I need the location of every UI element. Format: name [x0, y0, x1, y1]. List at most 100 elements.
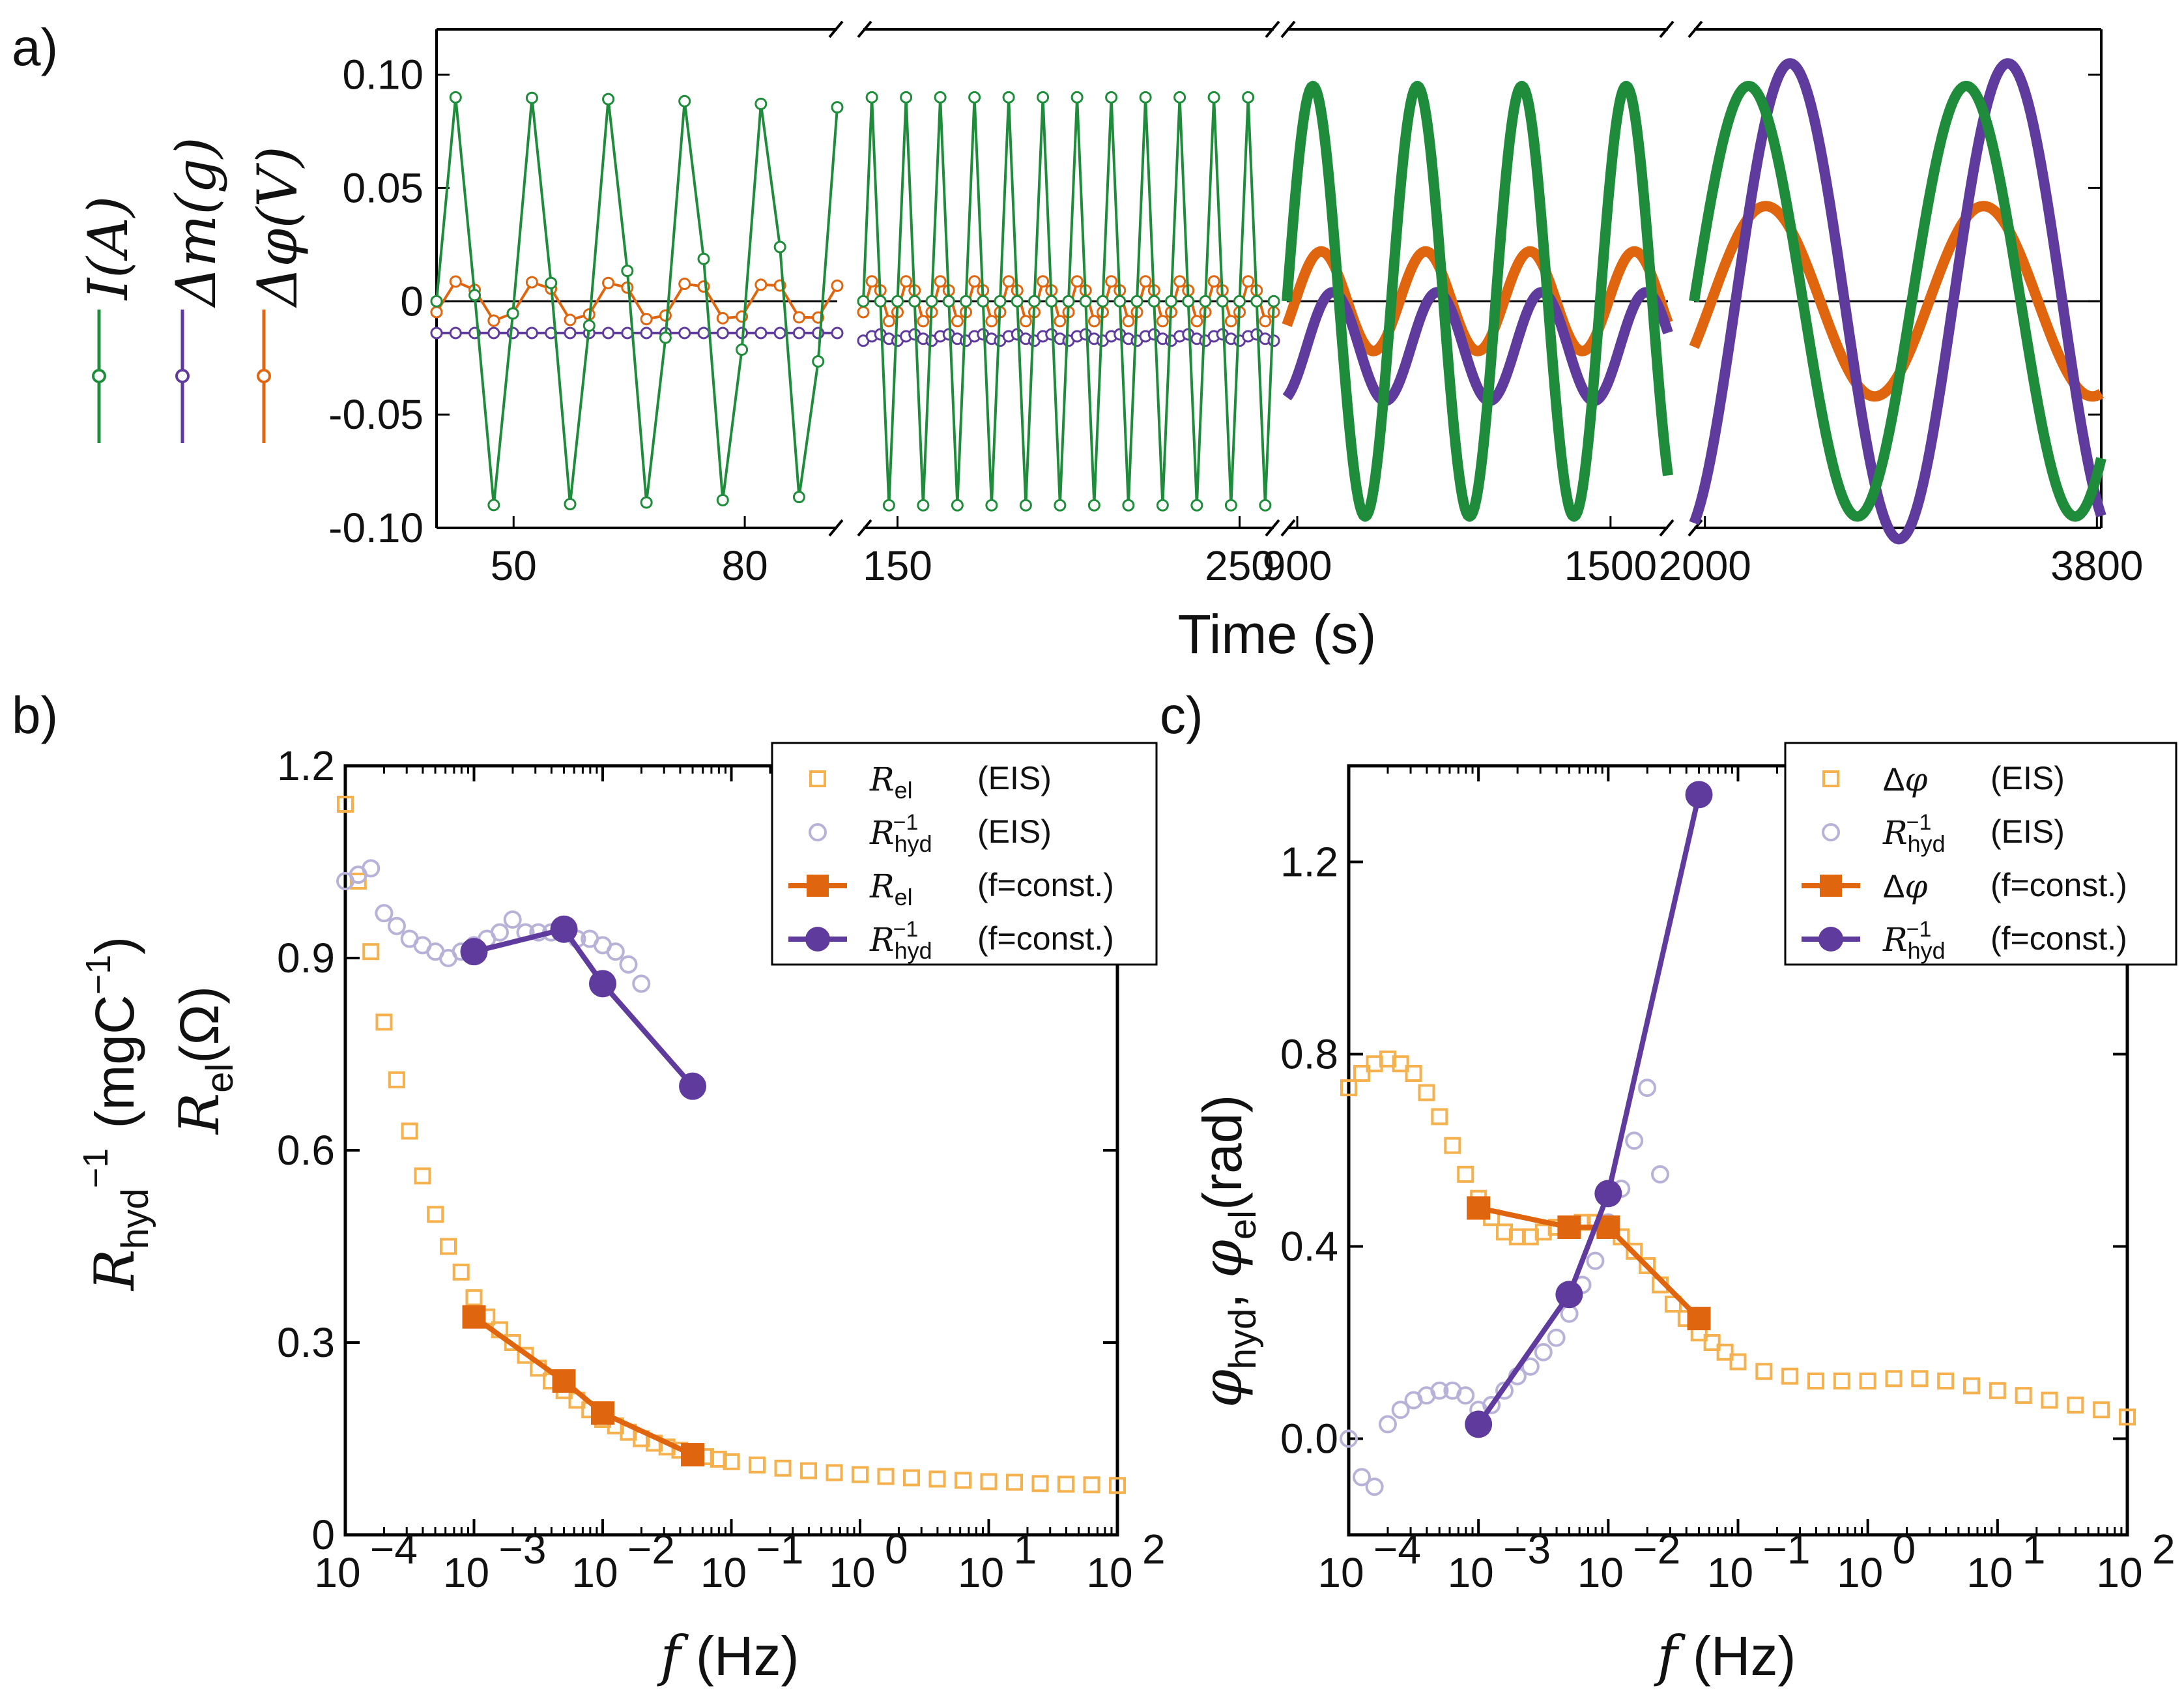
data-point-square — [504, 1334, 521, 1351]
panel-a-green-current-trace-point — [1182, 295, 1195, 308]
panel-a-orange-dphi-trace-point — [525, 276, 538, 289]
panel-a-green-current-trace-point — [891, 295, 904, 308]
xtick-exponent: 1 — [2022, 1526, 2046, 1573]
xtick-label: 10 — [2096, 1549, 2142, 1596]
panel-a-orange-dphi-trace-point — [640, 313, 653, 326]
xtick-label: 10 — [958, 1549, 1004, 1596]
xtick-label: 10 — [1837, 1549, 1883, 1596]
panel-a-green-current-trace-point — [1037, 91, 1050, 104]
legend-label-phi: Δφ(V) — [246, 146, 309, 308]
panel-a-orange-dphi-trace-point — [487, 314, 500, 327]
panel-a-green-current-trace-point — [934, 91, 947, 104]
legend-text: (EIS) — [977, 813, 1052, 850]
data-point-square — [1639, 1257, 1656, 1274]
panel-b-label: b) — [12, 686, 58, 744]
legend-box — [771, 742, 1158, 966]
legend-symbol: Rhyd−1 — [869, 917, 932, 964]
legend-symbol: Rel — [869, 867, 913, 910]
panel-b-ylabel-line2: Rel(Ω) — [167, 986, 241, 1135]
panel-a-ytick-label: 0.10 — [342, 51, 424, 98]
panel-a-orange-dphi-trace-point — [1156, 315, 1169, 328]
xtick-exponent: −2 — [627, 1526, 675, 1573]
panel-a-green-current-trace-point — [1147, 295, 1160, 308]
data-point-square — [1534, 1223, 1552, 1241]
panel-a-green-current-trace-point — [1028, 295, 1041, 308]
panel-a-orange-dphi-trace-point — [865, 275, 878, 288]
panel-a-xtick-label: 2000 — [1659, 542, 1751, 589]
data-point-square — [2015, 1387, 2032, 1404]
panel-a-green-current-trace-point — [1114, 295, 1127, 308]
data-point-square — [1729, 1353, 1747, 1371]
panel-a-orange-dphi-trace-point — [449, 275, 462, 288]
panel-a-green-current-trace-point — [697, 252, 710, 265]
legend-marker — [805, 927, 830, 952]
data-point-square — [1989, 1382, 2006, 1399]
panel-a-green-current-trace-point — [1122, 499, 1135, 512]
data-point-filled-circle — [1555, 1281, 1583, 1309]
panel-b-xlabel: f (Hz) — [656, 1624, 799, 1688]
legend-marker — [1820, 875, 1842, 897]
data-point-square — [723, 1453, 740, 1470]
legend-text: (f=const.) — [1990, 867, 2127, 903]
data-point-circle — [1378, 1415, 1397, 1434]
data-point-filled-square — [462, 1305, 486, 1329]
data-point-filled-square — [591, 1401, 614, 1425]
data-point-filled-circle — [589, 970, 616, 998]
panel-c-xlabel: f (Hz) — [1653, 1624, 1796, 1688]
panel-a-green-current-trace-point — [1045, 295, 1058, 308]
panel-a-orange-dphi-trace-point — [900, 275, 913, 288]
data-point-square — [1418, 1084, 1435, 1101]
xtick-exponent: 0 — [885, 1526, 908, 1573]
data-point-square — [2119, 1408, 2136, 1426]
ytick-label: 1.2 — [277, 742, 335, 789]
xtick-label: 10 — [443, 1549, 489, 1596]
xtick-exponent: −1 — [756, 1526, 804, 1573]
panel-a-green-current-trace-point — [1242, 91, 1255, 104]
panel-a-green-current-trace-point — [908, 295, 921, 308]
xtick-exponent: 0 — [1893, 1526, 1916, 1573]
series-line — [473, 926, 695, 1088]
ytick-label: 0.3 — [277, 1319, 335, 1366]
panel-c-ylabel-text: φhyd, φel(rad) — [1190, 1095, 1264, 1408]
data-point-circle — [1456, 1386, 1475, 1405]
panel-a-axis-break — [1265, 519, 1280, 537]
panel-a-orange-dphi-trace-point — [564, 313, 577, 327]
panel-a-purple-dm-trace-point — [602, 327, 615, 340]
panel-a-purple-dm-trace-point — [697, 327, 710, 340]
panel-a-green-current-trace-point — [1070, 91, 1084, 104]
panel-a-green-current-trace-point — [1087, 499, 1100, 512]
panel-a-green-current-trace-point — [1062, 295, 1075, 308]
data-point-square — [2093, 1401, 2110, 1419]
panel-a-orange-dphi-trace-point — [1139, 275, 1152, 288]
panel-a-ytick-label: -0.05 — [328, 391, 424, 438]
panel-a-green-current-trace-point — [602, 93, 615, 106]
data-point-square — [1496, 1223, 1514, 1241]
panel-a-green-current-trace-point — [545, 276, 558, 289]
legend-symbol: Rhyd−1 — [869, 810, 932, 857]
panel-a-green-current-trace-point — [1207, 91, 1220, 104]
panel-a-green-current-trace-point — [468, 289, 481, 302]
legend-label-I: I(A) — [76, 196, 140, 301]
panel-b-chart: 10 −4 10 −3 10 −2 10 −1 10 0 10 1 10 200.30.60.91.2 Re… — [277, 742, 1166, 1596]
panel-a-green-current-trace-point — [754, 97, 768, 110]
panel-a-axis-break — [828, 519, 844, 537]
data-point-square — [1392, 1055, 1409, 1073]
data-point-circle — [1638, 1079, 1657, 1098]
panel-a-orange-dphi-trace-point — [934, 275, 947, 288]
panel-a-axis-break — [828, 20, 844, 38]
panel-a-orange-dphi-trace-point — [917, 315, 930, 328]
panel-a-orange-dphi-trace-point — [882, 315, 895, 328]
legend-symbol: Rhyd−1 — [1882, 917, 1946, 964]
panel-a-green-current-trace-point — [1011, 295, 1024, 308]
panel-a-orange-dphi-trace-point — [754, 278, 768, 291]
panel-a-purple-dm-trace-point — [716, 327, 729, 340]
panel-a-green-current-trace-point — [1002, 91, 1015, 104]
xtick-exponent: −2 — [1633, 1526, 1680, 1573]
panel-a-green-current-trace-point — [1054, 499, 1067, 512]
panel-a-green-current-trace-point — [882, 499, 895, 512]
data-point-square — [852, 1466, 869, 1483]
panel-a-orange-dphi-trace-point — [968, 275, 981, 288]
data-point-circle — [1365, 1477, 1384, 1496]
panel-a-green-current-trace-point — [925, 295, 938, 308]
